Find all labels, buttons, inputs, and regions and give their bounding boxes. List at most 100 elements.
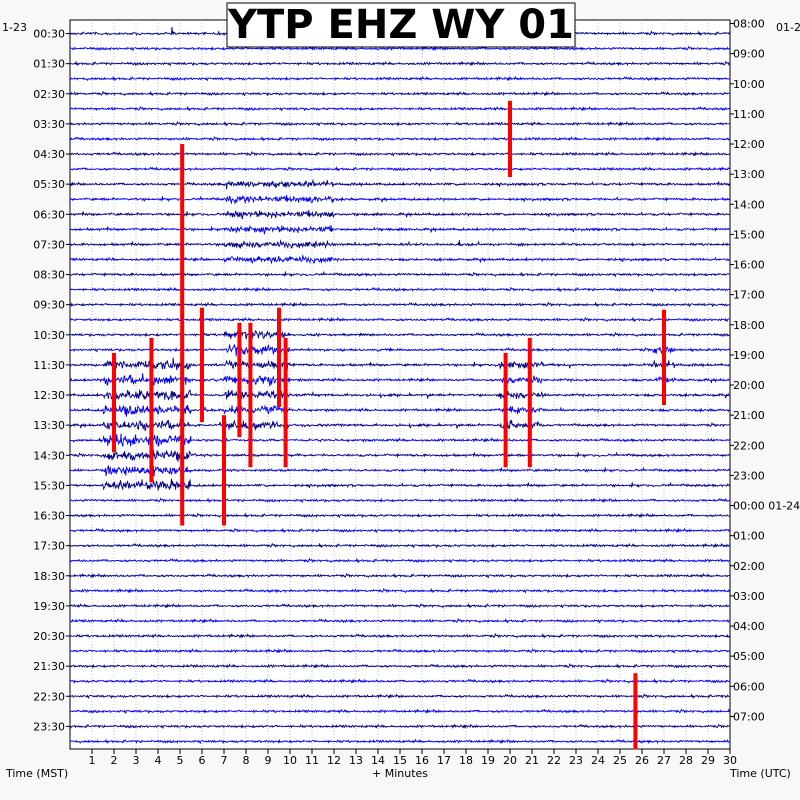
- right-time-label: 21:00: [733, 409, 765, 422]
- trace-row: [69, 497, 730, 504]
- x-tick-label: 2: [111, 754, 118, 767]
- trace-row: [69, 224, 730, 235]
- right-time-label: 00:00 01-24: [733, 500, 800, 513]
- trace-row: [69, 194, 730, 205]
- trace-row: [69, 254, 730, 265]
- right-time-label: 11:00: [733, 108, 765, 121]
- x-tick-label: 19: [481, 754, 495, 767]
- x-tick-label: 26: [635, 754, 649, 767]
- event-marker: [277, 307, 281, 408]
- trace-row: [69, 738, 730, 745]
- x-tick-label: 9: [265, 754, 272, 767]
- x-tick-label: 29: [701, 754, 715, 767]
- left-time-label: 13:30: [33, 419, 65, 432]
- trace-row: [69, 678, 730, 684]
- event-marker: [508, 100, 512, 178]
- trace-row: [69, 617, 730, 624]
- x-tick-label: 3: [133, 754, 140, 767]
- left-time-axis: 00:30 01:30 02:30 03:30 04:30 05:30 06:30 07:30…: [33, 28, 70, 733]
- right-time-label: 10:00: [733, 78, 765, 91]
- trace-row: [69, 663, 730, 669]
- trace-row: [69, 512, 730, 519]
- trace-row: [69, 135, 730, 142]
- top-right-date: 01-2: [776, 21, 800, 34]
- left-time-label: 05:30: [33, 178, 65, 191]
- trace-row: [69, 239, 730, 250]
- trace-row: [70, 90, 730, 97]
- seismic-traces: [69, 26, 730, 745]
- trace-row: [69, 418, 730, 432]
- trace-row: [69, 572, 730, 579]
- left-time-label: 02:30: [33, 88, 65, 101]
- right-axis-label: Time (UTC): [729, 767, 791, 780]
- event-marker: [222, 415, 226, 526]
- x-tick-label: 24: [591, 754, 605, 767]
- x-tick-label: 28: [679, 754, 693, 767]
- x-tick-label: 15: [393, 754, 407, 767]
- trace-row: [69, 389, 730, 401]
- event-marker: [662, 309, 666, 406]
- trace-row: [69, 723, 730, 730]
- trace-row: [69, 478, 730, 492]
- trace-row: [69, 648, 730, 654]
- x-tick-label: 1: [89, 754, 96, 767]
- right-time-label: 07:00: [733, 710, 765, 723]
- trace-row: [69, 105, 730, 112]
- left-time-label: 12:30: [33, 389, 65, 402]
- event-marker: [237, 322, 242, 438]
- trace-row: [69, 465, 730, 477]
- right-time-label: 01:00: [733, 530, 765, 543]
- right-time-label: 12:00: [733, 138, 765, 151]
- x-tick-label: 18: [459, 754, 473, 767]
- trace-row: [69, 602, 730, 609]
- trace-row: [69, 357, 730, 371]
- x-tick-label: 7: [221, 754, 228, 767]
- left-time-label: 16:30: [33, 510, 65, 523]
- right-time-label: 17:00: [733, 289, 765, 302]
- event-marker: [527, 337, 532, 468]
- right-time-label: 06:00: [733, 680, 765, 693]
- x-tick-label: 16: [415, 754, 429, 767]
- right-time-label: 13:00: [733, 168, 765, 181]
- event-marker: [283, 337, 288, 468]
- left-time-label: 15:30: [33, 479, 65, 492]
- left-axis-label: Time (MST): [5, 767, 68, 780]
- right-time-label: 02:00: [733, 560, 765, 573]
- x-tick-label: 6: [199, 754, 206, 767]
- left-time-label: 21:30: [33, 660, 65, 673]
- left-time-label: 18:30: [33, 570, 65, 583]
- x-tick-label: 22: [547, 754, 561, 767]
- trace-row: [69, 166, 730, 172]
- trace-row: [69, 708, 730, 715]
- x-tick-label: 30: [723, 754, 737, 767]
- left-time-label: 08:30: [33, 269, 65, 282]
- x-tick-label: 23: [569, 754, 583, 767]
- right-time-label: 15:00: [733, 228, 765, 241]
- trace-row: [69, 120, 730, 127]
- event-marker: [149, 337, 154, 483]
- trace-row: [69, 60, 730, 67]
- x-tick-label: 10: [283, 754, 297, 767]
- trace-row: [69, 301, 730, 308]
- right-time-axis: 08:00 09:00 10:00 11:00 12:00 13:00 14:00 15:00…: [730, 18, 800, 723]
- right-time-label: 08:00: [733, 18, 765, 31]
- trace-row: [69, 270, 730, 278]
- x-tick-label: 12: [327, 754, 341, 767]
- right-time-label: 05:00: [733, 650, 765, 663]
- title-box: [226, 2, 576, 48]
- plot-area: [69, 19, 731, 750]
- x-tick-label: 14: [371, 754, 385, 767]
- trace-row: [69, 449, 730, 462]
- trace-row: [69, 433, 730, 448]
- x-tick-label: 5: [177, 754, 184, 767]
- left-time-label: 23:30: [33, 720, 65, 733]
- x-axis-label: + Minutes: [372, 767, 428, 780]
- event-markers: [112, 100, 666, 750]
- trace-row: [69, 542, 730, 549]
- x-tick-label: 27: [657, 754, 671, 767]
- left-time-label: 04:30: [33, 148, 65, 161]
- trace-row: [69, 330, 730, 340]
- trace-row: [69, 693, 730, 699]
- top-left-date: 1-23: [2, 21, 27, 34]
